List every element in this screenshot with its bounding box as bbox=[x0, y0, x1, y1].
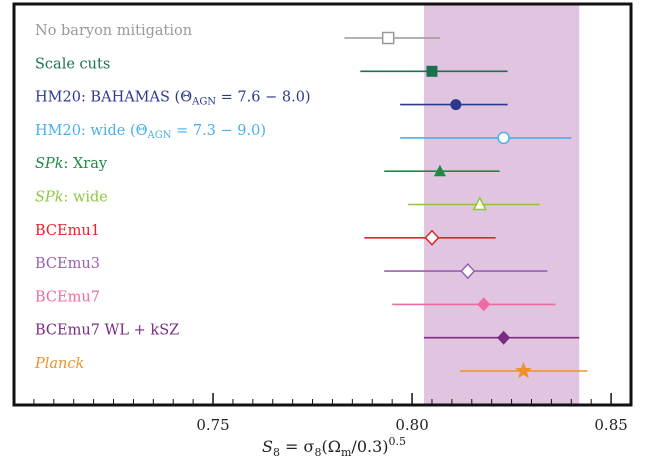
series-label: HM20: wide (ΘAGN = 7.3 − 9.0) bbox=[35, 123, 266, 141]
x-axis-label: S8 = σ8(Ωm/0.3)0.5 bbox=[262, 435, 406, 459]
series-row bbox=[384, 164, 500, 177]
series-label: Scale cuts bbox=[35, 56, 110, 72]
plot-frame bbox=[12, 2, 633, 407]
filled-star-marker bbox=[514, 362, 533, 379]
filled-circle-marker bbox=[450, 99, 462, 111]
series-row bbox=[364, 229, 496, 246]
filled-square-marker bbox=[426, 65, 438, 77]
x-tick-label: 0.80 bbox=[395, 416, 428, 434]
series-row bbox=[459, 362, 588, 379]
open-triangle-marker bbox=[472, 196, 487, 211]
series-label: BCEmu7 WL + kSZ bbox=[35, 323, 179, 339]
open-square-marker bbox=[381, 31, 395, 45]
filled-diamond-marker bbox=[477, 297, 491, 312]
x-tick-label: 0.75 bbox=[196, 416, 229, 434]
open-diamond-marker bbox=[424, 229, 440, 246]
series-label: BCEmu1 bbox=[35, 223, 100, 239]
series-row bbox=[408, 196, 540, 211]
series-label: Planck bbox=[34, 356, 84, 372]
series-label: BCEmu3 bbox=[35, 256, 100, 272]
series-row bbox=[424, 330, 580, 345]
series-row bbox=[400, 131, 572, 145]
series-label: SPk: Xray bbox=[35, 156, 108, 172]
series-row bbox=[344, 31, 440, 45]
filled-triangle-marker bbox=[433, 164, 446, 177]
open-diamond-marker bbox=[460, 262, 476, 280]
series-row bbox=[400, 99, 508, 111]
open-circle-marker bbox=[497, 131, 510, 145]
series-label: SPk: wide bbox=[35, 190, 108, 206]
series-label: BCEmu7 bbox=[35, 289, 100, 305]
series-label: HM20: BAHAMAS (ΘAGN = 7.6 − 8.0) bbox=[35, 90, 311, 108]
series-row bbox=[360, 65, 508, 77]
series-label: No baryon mitigation bbox=[35, 23, 192, 39]
filled-diamond-marker bbox=[497, 330, 511, 345]
series-row bbox=[384, 262, 548, 280]
x-tick-label: 0.85 bbox=[594, 416, 627, 434]
series-row bbox=[392, 297, 556, 312]
